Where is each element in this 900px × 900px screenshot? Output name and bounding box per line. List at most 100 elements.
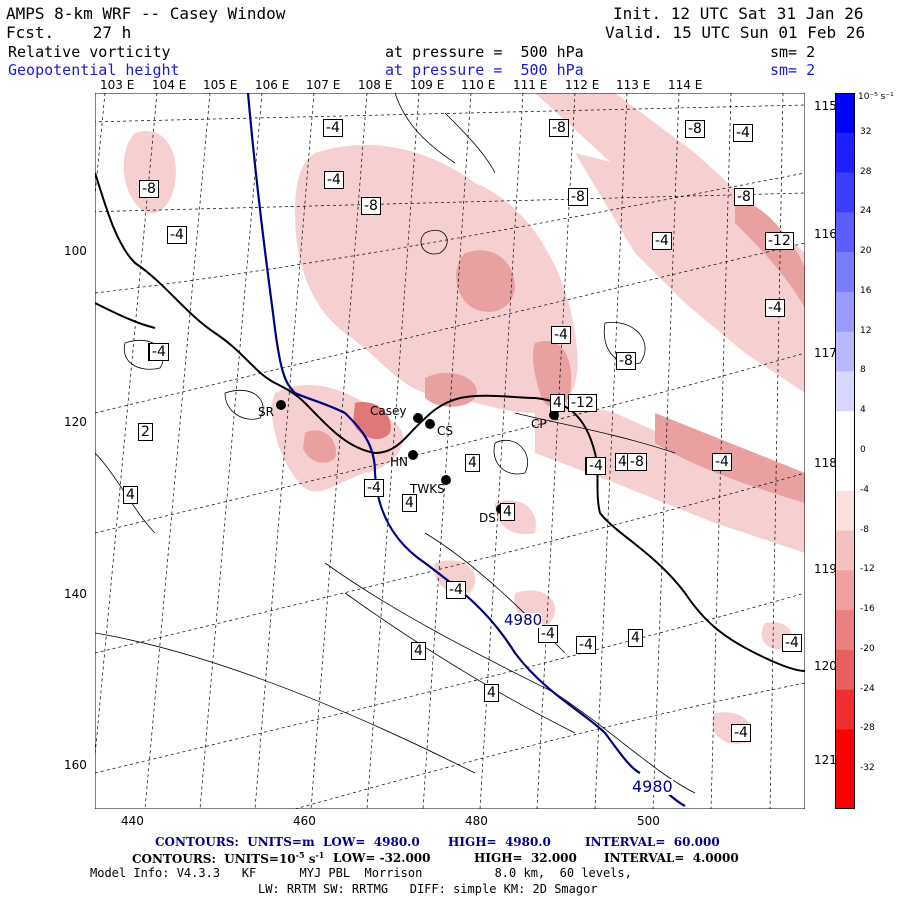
x-tick-460: 460 — [293, 814, 316, 828]
colorbar — [835, 93, 855, 809]
graticule — [95, 93, 805, 809]
forecast-hour: Fcst. 27 h — [6, 23, 132, 42]
colorbar-tick: -32 — [860, 763, 875, 774]
footer-height-high: HIGH= 4980.0 — [448, 835, 551, 849]
vorticity-contour-label: -4 — [652, 232, 672, 250]
vorticity-contour-label: 4 — [628, 629, 643, 647]
colorbar-segment — [835, 411, 855, 452]
vorticity-contour-label: -4 — [765, 299, 785, 317]
colorbar-segment — [835, 451, 855, 492]
colorbar-segment — [835, 93, 855, 134]
station-casey-label: Casey — [370, 404, 407, 418]
footer-vort-low: LOW= -32.000 — [333, 851, 431, 865]
vorticity-contour-label: -8 — [734, 188, 754, 206]
station-cs-marker — [425, 419, 435, 429]
vorticity-contour-label: -8 — [685, 120, 705, 138]
station-twks-label: TWKS — [410, 482, 445, 496]
valid-time: Valid. 15 UTC Sun 01 Feb 26 — [605, 23, 866, 42]
vorticity-contour-label: -4 — [364, 479, 384, 497]
vorticity-contour-label: -4 — [712, 453, 732, 471]
lon-tick-top: 113 E — [616, 78, 651, 92]
colorbar-segment — [835, 331, 855, 372]
vorticity-contour-label: -8 — [627, 453, 647, 471]
vorticity-contour-label: -4 — [551, 326, 571, 344]
colorbar-tick: 28 — [860, 166, 872, 177]
vorticity-contour-label: 2 — [138, 423, 153, 441]
vorticity-contour-label: -4 — [446, 581, 466, 599]
lon-tick-top: 112 E — [565, 78, 600, 92]
footer-model-info: Model Info: V4.3.3 KF MYJ PBL Morrison 8… — [90, 866, 632, 880]
vorticity-contour-label: -4 — [149, 343, 169, 361]
colorbar-frame — [835, 93, 855, 809]
y-tick-160: 160 — [64, 758, 87, 772]
init-time: Init. 12 UTC Sat 31 Jan 26 — [613, 4, 864, 23]
vorticity-shading — [123, 93, 805, 744]
vorticity-contour-label: 4 — [500, 503, 515, 521]
station-casey-marker — [413, 413, 423, 423]
lon-tick-top: 103 E — [100, 78, 135, 92]
vort-core-northeast — [735, 198, 805, 308]
colorbar-tick: 24 — [860, 206, 872, 217]
station-cs-label: CS — [437, 424, 453, 438]
colorbar-segment — [835, 252, 855, 293]
lon-tick-top: 108 E — [358, 78, 393, 92]
x-tick-440: 440 — [121, 814, 144, 828]
vorticity-contour-label: -8 — [568, 188, 588, 206]
station-cp-marker — [549, 410, 559, 420]
field1-smoothing: sm= 2 — [770, 43, 816, 61]
colorbar-tick: 0 — [860, 445, 866, 455]
colorbar-tick: 4 — [860, 405, 866, 416]
colorbar-segment — [835, 132, 855, 174]
footer-vort-high: HIGH= 32.000 — [474, 851, 577, 865]
field2-smoothing: sm= 2 — [770, 61, 816, 79]
vorticity-contour-label: -4 — [731, 724, 751, 742]
field1-level: at pressure = 500 hPa — [385, 43, 584, 61]
vorticity-contour-label: -4 — [538, 625, 558, 643]
vort-core-east — [532, 341, 572, 408]
colorbar-segment — [835, 729, 855, 770]
vorticity-contour-label: -12 — [568, 394, 597, 412]
footer-vort-contours: CONTOURS: UNITS=10-5 s-1 — [132, 851, 324, 865]
vorticity-contour-label: -4 — [782, 634, 802, 652]
vorticity-contour-label: -8 — [139, 180, 159, 198]
field2-name: Geopotential height — [8, 61, 180, 79]
footer-vort-exp: -5 — [295, 850, 305, 860]
station-cp-label: CP — [531, 417, 547, 431]
colorbar-tick: -12 — [860, 564, 875, 575]
lon-tick-top: 111 E — [513, 78, 548, 92]
colorbar-segment — [835, 172, 855, 213]
vort-core-casey — [353, 402, 391, 440]
lon-tick-top: 109 E — [410, 78, 445, 92]
field2-level: at pressure = 500 hPa — [385, 61, 584, 79]
footer-height-contours: CONTOURS: UNITS=m LOW= 4980.0 — [155, 835, 420, 849]
station-sr-label: SR — [258, 405, 274, 419]
height-label-4980-b: 4980 — [632, 777, 673, 796]
colorbar-segment — [835, 490, 855, 532]
vorticity-contour-label: 4 — [402, 494, 417, 512]
colorbar-segment — [835, 649, 855, 691]
vorticity-contour-label: -8 — [549, 119, 569, 137]
footer-vort-units: CONTOURS: UNITS=10 — [132, 852, 296, 866]
colorbar-segment — [835, 610, 855, 651]
colorbar-tick: -28 — [860, 723, 875, 734]
vorticity-contour-label: -4 — [324, 171, 344, 189]
colorbar-units: 10⁻⁵ s⁻¹ — [858, 92, 894, 102]
footer-vort-exp2: -1 — [315, 850, 325, 860]
vorticity-contour-label: -4 — [167, 226, 187, 244]
colorbar-tick: -16 — [860, 604, 875, 615]
vorticity-contour-label: -4 — [576, 636, 596, 654]
vorticity-contour-label: 4 — [550, 394, 565, 412]
vorticity-contour-label: 4 — [465, 454, 480, 472]
y-tick-120: 120 — [64, 415, 87, 429]
vorticity-contour-label: -4 — [323, 119, 343, 137]
lon-tick-top: 110 E — [461, 78, 496, 92]
x-tick-500: 500 — [637, 814, 660, 828]
x-tick-480: 480 — [465, 814, 488, 828]
vorticity-contour-label: -8 — [616, 352, 636, 370]
colorbar-tick: 16 — [860, 285, 872, 296]
lon-tick-top: 107 E — [306, 78, 341, 92]
lon-tick-top: 114 E — [668, 78, 703, 92]
station-hn-marker — [408, 450, 418, 460]
colorbar-segment — [835, 689, 855, 730]
vort-band-east — [575, 153, 805, 393]
